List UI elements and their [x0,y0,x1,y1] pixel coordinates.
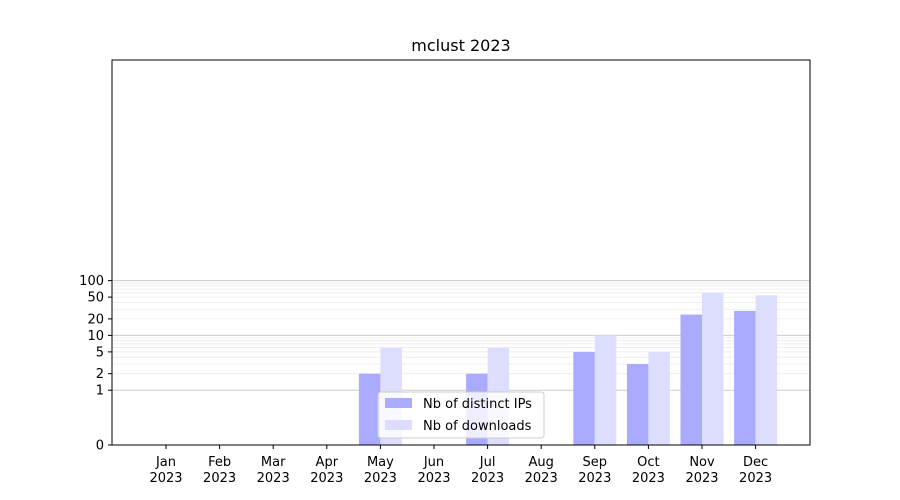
bar-distinct-ips-dec [734,310,756,445]
y-tick-label: 5 [96,345,104,360]
x-tick-label-year: 2023 [471,471,504,486]
x-tick-label-year: 2023 [685,471,718,486]
legend-swatch [385,420,412,430]
y-tick-label: 20 [87,312,104,327]
bar-downloads-oct [648,351,670,445]
x-tick-label-month: Jun [423,455,444,470]
x-tick-label-year: 2023 [417,471,450,486]
bar-downloads-dec [755,295,778,445]
x-tick-label-year: 2023 [310,471,343,486]
x-tick-label-month: Mar [261,455,286,470]
y-tick-label: 1 [96,384,104,399]
bar-distinct-ips-may [358,373,381,445]
legend-label: Nb of distinct IPs [423,397,532,412]
x-tick-label-year: 2023 [739,471,772,486]
legend-label: Nb of downloads [423,419,532,434]
x-tick-label-month: Oct [637,455,659,470]
x-tick-label-month: Jul [479,455,496,470]
x-tick-label-month: Apr [316,455,339,470]
x-tick-label-month: Dec [743,455,768,470]
bar-distinct-ips-nov [680,314,702,445]
x-tick-label-year: 2023 [364,471,397,486]
x-tick-label-month: May [367,455,394,470]
x-tick-label-month: Feb [208,455,231,470]
x-tick-label-year: 2023 [578,471,611,486]
x-tick-label-month: Jan [155,455,176,470]
bar-downloads-nov [702,292,724,445]
legend: Nb of distinct IPs Nb of downloads [377,391,545,439]
y-tick-label: 10 [87,329,104,344]
legend-box [377,391,545,439]
x-tick-label-year: 2023 [149,471,182,486]
x-tick-label-month: Nov [689,455,715,470]
x-tick-label-month: Aug [529,455,554,470]
y-tick-label: 100 [79,274,104,289]
y-axis: 0 1 2 510 20 50 100 [79,274,112,454]
y-tick-label: 0 [96,439,104,454]
x-tick-label-year: 2023 [257,471,290,486]
x-tick-label-year: 2023 [203,471,236,486]
plot-frame [111,59,811,446]
x-tick-label-month: Sep [583,455,608,470]
legend-swatch [385,398,412,408]
bar-distinct-ips-sep [573,351,595,445]
x-tick-label-year: 2023 [632,471,665,486]
x-axis: Jan2023Feb2023Mar2023Apr2023May2023Jun20… [149,445,772,486]
y-tick-label: 2 [96,367,104,382]
y-tick-label: 50 [87,291,104,306]
x-tick-label-year: 2023 [525,471,558,486]
grid-layer [112,280,810,391]
chart-title: mclust 2023 [411,36,510,55]
bar-distinct-ips-oct [626,364,649,445]
bar-downloads-sep [594,335,617,445]
